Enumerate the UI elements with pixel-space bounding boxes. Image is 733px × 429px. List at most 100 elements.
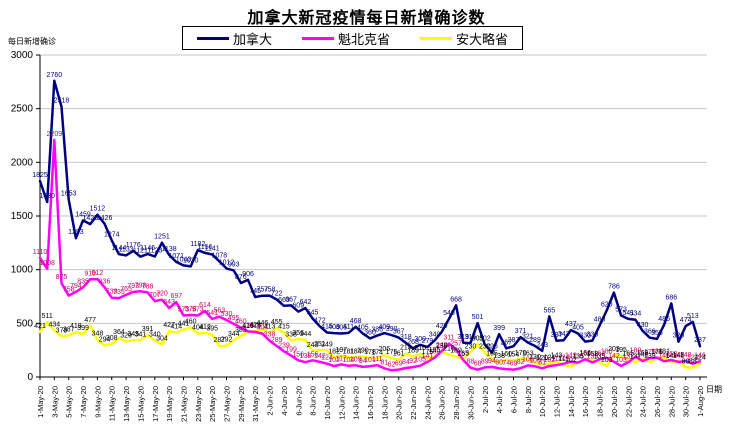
data-label-canada: 534 (630, 311, 642, 318)
data-label-canada: 1426 (97, 215, 113, 222)
data-label-quebec: 142 (608, 353, 620, 360)
data-label-canada: 1274 (104, 231, 120, 238)
data-label-ontario: 446 (257, 320, 269, 327)
data-label-ontario: 415 (278, 323, 290, 330)
data-label-ontario: 88 (689, 359, 697, 366)
data-label-ontario: 181 (343, 349, 355, 356)
data-label-ontario: 160 (500, 351, 512, 358)
data-label-quebec: 84 (402, 359, 410, 366)
legend-item-quebec: 魁北克省 (302, 29, 390, 48)
data-label-ontario: 421 (34, 323, 46, 330)
x-axis-tick-label: 20-Jul-20 (610, 386, 619, 417)
data-label-canada: 360 (364, 329, 376, 336)
x-axis-tick-label: 24-Jun-20 (423, 386, 432, 420)
data-label-quebec: 697 (170, 293, 182, 300)
data-label-canada: 1012 (219, 259, 235, 266)
y-axis-tick-label: 3000 (11, 50, 34, 61)
data-label-canada: 2518 (54, 98, 70, 105)
x-axis-tick-label: 30-Jul-20 (682, 386, 691, 417)
data-label-canada: 486 (658, 316, 670, 323)
x-axis-tick-label: 12-Jun-20 (337, 386, 346, 420)
data-label-canada: 415 (321, 323, 333, 330)
x-axis-tick-label: 6-Jul-20 (509, 386, 518, 413)
data-label-quebec: 835 (77, 278, 89, 285)
data-label-quebec: 788 (142, 283, 154, 290)
y-axis-tick-label: 2500 (11, 104, 34, 115)
data-label-quebec: 495 (228, 315, 240, 322)
data-label-canada: 609 (292, 303, 304, 310)
data-label-ontario: 165 (486, 350, 498, 357)
data-label-canada: 399 (493, 325, 505, 332)
data-label-canada: 667 (285, 296, 297, 303)
data-label-quebec: 141 (422, 353, 434, 360)
x-axis-tick-label: 23-May-20 (194, 386, 203, 422)
data-label-ontario: 89 (682, 358, 690, 365)
data-label-canada: 287 (694, 337, 706, 344)
data-label-quebec: 289 (271, 337, 283, 344)
data-label-quebec: 181 (651, 349, 663, 356)
data-label-ontario: 138 (493, 353, 505, 360)
data-label-canada: 1078 (212, 252, 228, 259)
data-label-quebec: 143 (565, 353, 577, 360)
data-label-quebec: 836 (99, 278, 111, 285)
x-axis-tick-label: 22-Jul-20 (624, 386, 633, 417)
data-label-quebec: 141 (673, 353, 685, 360)
x-axis-tick-label: 26-Jul-20 (653, 386, 662, 417)
data-label-quebec: 180 (429, 349, 441, 356)
data-label-quebec: 875 (56, 274, 68, 281)
data-label-quebec: 111 (372, 356, 383, 363)
data-label-ontario: 287 (214, 337, 226, 344)
data-label-quebec: 158 (665, 351, 677, 358)
data-label-canada: 1653 (61, 191, 77, 198)
data-label-ontario: 124 (544, 355, 556, 362)
data-label-ontario: 338 (285, 332, 297, 339)
data-label-ontario: 383 (235, 327, 247, 334)
y-axis-title: 每日新增确诊 (8, 37, 56, 46)
data-label-quebec: 109 (350, 356, 362, 363)
data-label-quebec: 793 (127, 283, 139, 290)
data-label-canada: 1141 (205, 246, 220, 253)
data-label-canada: 472 (314, 317, 326, 324)
data-label-ontario: 441 (178, 321, 190, 328)
x-axis-tick-label: 6-Jun-20 (294, 386, 303, 416)
data-label-ontario: 195 (615, 347, 627, 354)
data-label-canada: 243 (536, 342, 548, 349)
data-label-ontario: 292 (221, 337, 233, 344)
data-label-ontario: 203 (608, 346, 620, 353)
data-label-quebec: 189 (630, 348, 642, 355)
x-axis-tick-label: 14-Jun-20 (352, 386, 361, 420)
data-label-canada: 1146 (140, 245, 155, 252)
data-label-canada: 993 (228, 261, 240, 268)
legend-label-ontario: 安大略省 (456, 31, 509, 47)
data-label-ontario: 391 (142, 326, 154, 333)
data-label-ontario: 143 (551, 353, 563, 360)
data-label-quebec: 88 (467, 359, 475, 366)
data-label-canada: 2760 (47, 72, 63, 79)
data-label-quebec: 240 (436, 342, 448, 349)
x-axis-tick-label: 19-May-20 (165, 386, 174, 422)
data-label-quebec: 100 (529, 357, 541, 364)
data-label-quebec: 404 (257, 325, 269, 332)
data-label-ontario: 308 (106, 335, 118, 342)
data-label-canada: 371 (515, 328, 527, 335)
data-label-quebec: 80 (495, 359, 503, 366)
data-label-ontario: 158 (587, 351, 599, 358)
data-label-ontario: 419 (242, 323, 254, 330)
data-label-quebec: 156 (292, 351, 304, 358)
data-label-ontario: 294 (99, 336, 111, 343)
data-label-ontario: 344 (300, 331, 312, 338)
data-label-quebec: 425 (242, 322, 254, 329)
data-label-ontario: 165 (457, 350, 469, 357)
data-label-ontario: 418 (70, 323, 82, 330)
data-label-canada: 1040 (176, 256, 192, 263)
data-label-quebec: 257 (450, 340, 462, 347)
data-label-ontario: 182 (328, 348, 340, 355)
data-label-canada: 329 (673, 333, 685, 340)
data-label-ontario: 455 (271, 319, 283, 326)
data-label-canada: 668 (450, 296, 462, 303)
data-label-canada: 318 (400, 334, 412, 341)
data-label-quebec: 148 (680, 352, 692, 359)
data-label-canada: 642 (300, 299, 312, 306)
data-label-quebec: 82 (517, 359, 525, 366)
